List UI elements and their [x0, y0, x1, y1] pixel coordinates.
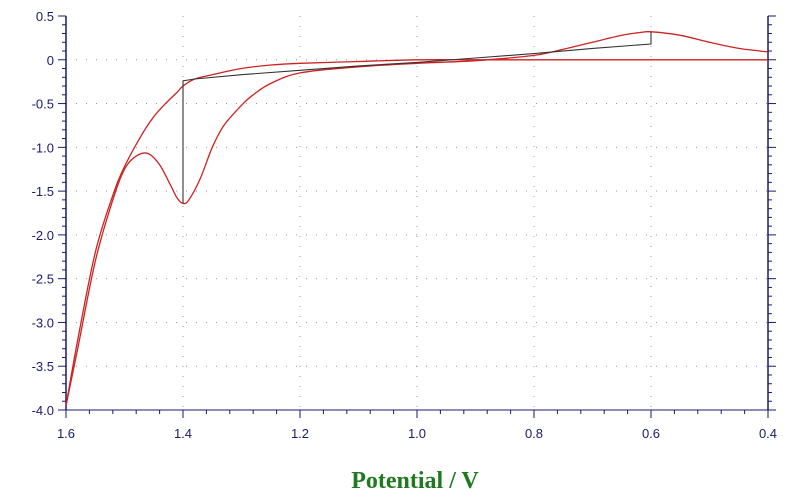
- x-tick-label: 1.4: [174, 426, 192, 441]
- x-tick-label: 1.0: [408, 426, 426, 441]
- x-axis-title: Potential / V: [351, 468, 479, 494]
- voltammogram-curve-1: [65, 59, 768, 406]
- x-tick-label: 1.2: [291, 426, 309, 441]
- y-tick-label: -0.5: [32, 97, 54, 112]
- y-tick-label: -1.5: [32, 184, 54, 199]
- y-tick-label: 0: [47, 53, 54, 68]
- baseline-line: [182, 31, 652, 204]
- y-tick-label: -2.5: [32, 272, 54, 287]
- x-tick-label: 0.4: [759, 426, 777, 441]
- x-tick-label: 1.6: [57, 426, 75, 441]
- y-tick-label: -3.5: [32, 359, 54, 374]
- y-tick-label: -1.0: [32, 140, 54, 155]
- ticks: [58, 15, 776, 418]
- y-tick-label: -4.0: [32, 403, 54, 418]
- x-tick-label: 0.6: [642, 426, 660, 441]
- y-tick-label: -2.0: [32, 228, 54, 243]
- series-group: [65, 30, 769, 406]
- y-tick-label: -3.0: [32, 315, 54, 330]
- x-tick-label: 0.8: [525, 426, 543, 441]
- y-tick-label: 0.5: [36, 9, 54, 24]
- voltammogram-curve-0: [65, 30, 769, 406]
- tick-labels: 0.5 0 -0.5 -1.0 -1.5 -2.0 -2.5 -3.0 -3.5 -4.01.6 1…: [32, 9, 777, 441]
